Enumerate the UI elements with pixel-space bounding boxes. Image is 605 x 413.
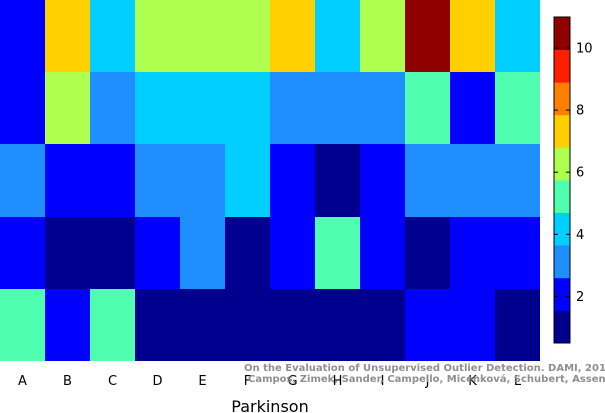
colorbar-segment [554, 212, 570, 246]
heatmap-cell [270, 144, 315, 217]
x-tick-label: K [468, 374, 477, 389]
heatmap-cell [360, 72, 405, 144]
heatmap-cell [45, 72, 90, 144]
colorbar-tick-label: 2 [576, 290, 584, 305]
heatmap-cell [180, 217, 225, 289]
heatmap-cell [495, 0, 540, 72]
heatmap-cell [90, 72, 135, 144]
heatmap-cell [405, 289, 450, 361]
heatmap-cell [90, 217, 135, 289]
colorbar-segment [554, 180, 570, 213]
heatmap-cell [135, 0, 180, 72]
heatmap-cell [90, 289, 135, 361]
colorbar-segment [554, 17, 570, 50]
heatmap-cell [495, 72, 540, 144]
heatmap-cells [0, 0, 540, 361]
x-tick-label: E [198, 374, 206, 389]
heatmap-cell [0, 0, 45, 72]
heatmap-cell [45, 289, 90, 361]
colorbar-segment [554, 114, 570, 148]
heatmap-cell [135, 217, 180, 289]
x-tick-label: A [18, 374, 27, 389]
x-axis-title: Parkinson [231, 397, 308, 413]
x-tick-label: H [333, 374, 343, 389]
heatmap-cell [495, 217, 540, 289]
colorbar-segment [554, 245, 570, 279]
x-tick-label: J [425, 374, 430, 389]
heatmap-cell [270, 289, 315, 361]
heatmap-cell [90, 144, 135, 217]
heatmap-cell [0, 217, 45, 289]
heatmap-cell [450, 0, 495, 72]
heatmap-cell [225, 217, 270, 289]
heatmap-cell [405, 217, 450, 289]
heatmap-cell [405, 0, 450, 72]
x-tick-label: L [514, 374, 522, 389]
x-tick-label: C [108, 374, 117, 389]
heatmap-cell [315, 144, 360, 217]
heatmap-cell [45, 144, 90, 217]
heatmap-cell [135, 144, 180, 217]
heatmap-cell [450, 289, 495, 361]
colorbar-segment [554, 147, 570, 181]
heatmap-cell [360, 144, 405, 217]
heatmap-cell [495, 289, 540, 361]
colorbar-tick-label: 10 [576, 42, 593, 57]
heatmap-cell [360, 289, 405, 361]
heatmap-cell [180, 289, 225, 361]
credit-line-1: On the Evaluation of Unsupervised Outlie… [244, 363, 605, 374]
x-tick-label: G [287, 374, 297, 389]
heatmap-cell [45, 0, 90, 72]
heatmap-cell [225, 289, 270, 361]
heatmap-cell [135, 289, 180, 361]
heatmap-cell [270, 72, 315, 144]
heatmap-cell [495, 144, 540, 217]
heatmap-cell [225, 0, 270, 72]
colorbar-segment [554, 310, 570, 344]
heatmap-cell [360, 0, 405, 72]
x-tick-label: I [381, 374, 385, 389]
colorbar-border [553, 16, 571, 344]
x-tick-label: D [152, 374, 162, 389]
heatmap-cell [45, 217, 90, 289]
heatmap-cell [135, 72, 180, 144]
colorbar-tick-labels: 2 4 6 8 10 [554, 42, 593, 305]
colorbar-segment [554, 82, 570, 116]
x-tick-label: F [244, 374, 251, 389]
heatmap-cell [180, 72, 225, 144]
heatmap-cell [270, 217, 315, 289]
heatmap-cell [450, 217, 495, 289]
heatmap-cell [360, 217, 405, 289]
credit-line-2: Campos, Zimek, Sander, Campello, Micenko… [248, 373, 605, 385]
heatmap-cell [315, 0, 360, 72]
x-tick-labels: A B C D E F G H I J K L [18, 374, 522, 389]
heatmap-cell [315, 289, 360, 361]
colorbar-tick-label: 8 [576, 104, 584, 119]
colorbar-tick-label: 6 [576, 166, 584, 181]
heatmap-cell [270, 0, 315, 72]
heatmap-cell [225, 144, 270, 217]
heatmap-cell [315, 217, 360, 289]
heatmap-cell [180, 144, 225, 217]
heatmap-cell [405, 72, 450, 144]
colorbar-segment [554, 49, 570, 83]
heatmap-cell [405, 144, 450, 217]
colorbar-tick-label: 4 [576, 228, 584, 243]
heatmap-cell [0, 144, 45, 217]
heatmap-cell [90, 0, 135, 72]
heatmap-cell [0, 289, 45, 361]
heatmap-cell [0, 72, 45, 144]
heatmap-cell [225, 72, 270, 144]
heatmap-cell [450, 72, 495, 144]
colorbar [553, 16, 571, 344]
heatmap-cell [450, 144, 495, 217]
colorbar-segment [554, 277, 570, 311]
heatmap-cell [180, 0, 225, 72]
heatmap-cell [315, 72, 360, 144]
x-tick-label: B [63, 374, 72, 389]
